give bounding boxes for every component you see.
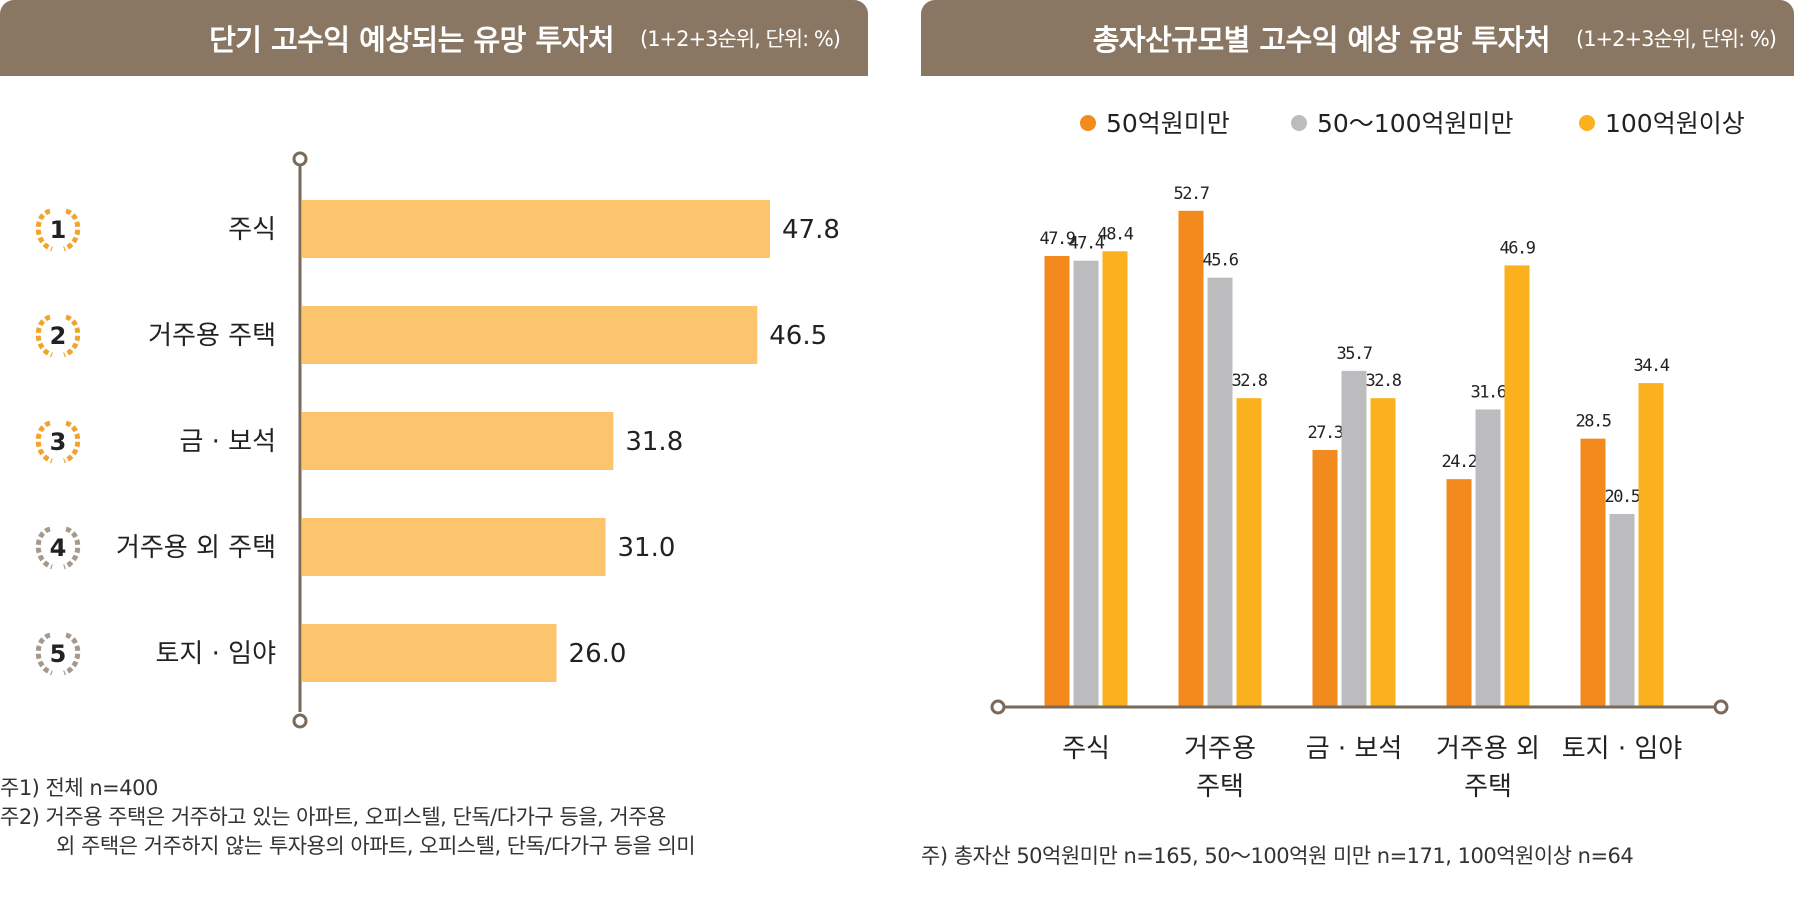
- bar-value-label: 32.8: [1366, 371, 1402, 391]
- bar-value-label: 34.4: [1634, 356, 1670, 376]
- bar-value-label: 45.6: [1203, 251, 1239, 271]
- bar: [1446, 479, 1472, 707]
- laurel-left-branch: [35, 420, 54, 464]
- bar: [1475, 409, 1501, 707]
- laurel-right-branch: [62, 526, 81, 570]
- note-definition-line2: 외 주택은 거주하지 않는 투자용의 아파트, 오피스텔, 단독/다가구 등을 …: [56, 834, 696, 858]
- x-tick-label: 거주용: [1184, 734, 1256, 764]
- note-sample-size: 주1) 전체 n=400: [0, 776, 158, 800]
- bar: [302, 624, 557, 682]
- bar-value-label: 24.2: [1442, 452, 1477, 472]
- laurel-left-branch: [35, 208, 54, 252]
- laurel-left-branch: [35, 526, 54, 570]
- bar: [1312, 449, 1338, 707]
- bar-value-label: 47.4: [1069, 234, 1105, 254]
- x-tick-label: 거주용 외: [1436, 734, 1540, 764]
- bar-value-label: 28.5: [1576, 412, 1611, 432]
- left-panel-header: 단기 고수익 예상되는 유망 투자처 (1+2+3순위, 단위: %): [0, 0, 868, 76]
- left-chart-subtitle: (1+2+3순위, 단위: %): [640, 27, 841, 51]
- x-tick-label: 주택: [1464, 772, 1512, 802]
- left-notes: 주1) 전체 n=400 주2) 거주용 주택은 거주하고 있는 아파트, 오피…: [0, 774, 880, 861]
- bar: [1638, 383, 1664, 707]
- legend-label: 100억원이상: [1605, 109, 1745, 138]
- right-panel-header: 총자산규모별 고수익 예상 유망 투자처 (1+2+3순위, 단위: %): [921, 0, 1794, 76]
- legend-marker: [1579, 115, 1595, 131]
- axis-end-right: [1713, 699, 1729, 715]
- axis-end-left: [990, 699, 1006, 715]
- bar: [1609, 513, 1635, 707]
- laurel-left-branch: [35, 632, 54, 676]
- category-label: 토지 · 임야: [156, 639, 277, 669]
- laurel-wreath-icon: 1: [35, 208, 81, 252]
- bar-value-label: 32.8: [1232, 371, 1268, 391]
- legend-marker: [1291, 115, 1307, 131]
- left-chart-title: 단기 고수익 예상되는 유망 투자처: [209, 23, 614, 57]
- laurel-wreath-icon: 2: [35, 314, 81, 358]
- bar-value-label: 27.3: [1308, 423, 1343, 443]
- bar: [1370, 398, 1396, 707]
- laurel-wreath-icon: 3: [35, 420, 81, 464]
- bar: [302, 200, 770, 258]
- axis-end-top: [292, 151, 308, 167]
- legend-marker: [1080, 115, 1096, 131]
- rank-number: 5: [50, 640, 67, 668]
- bar-value-label: 48.4: [1098, 224, 1134, 244]
- rank-number: 3: [50, 428, 67, 456]
- axis-end-bottom: [292, 713, 308, 729]
- laurel-right-branch: [62, 314, 81, 358]
- bar: [1073, 260, 1099, 707]
- bar: [302, 518, 606, 576]
- horizontal-bar-chart: 47.8 주식 1 46.5 거주용 주택 2 31.8 금 · 보석 3 31.0 거주용 외 주…: [35, 151, 840, 729]
- x-tick-label: 주식: [1062, 734, 1110, 764]
- bar-value-label: 35.7: [1337, 344, 1372, 364]
- bar-value-label: 31.8: [625, 427, 683, 457]
- bar-value-label: 31.6: [1471, 382, 1507, 402]
- bar: [1178, 210, 1204, 707]
- bar: [1102, 251, 1128, 707]
- x-tick-label: 토지 · 임야: [1562, 734, 1683, 764]
- laurel-right-branch: [62, 632, 81, 676]
- category-label: 거주용 외 주택: [116, 533, 276, 563]
- bar: [1207, 277, 1233, 707]
- legend-label: 50억원미만: [1106, 109, 1230, 138]
- bar-value-label: 47.9: [1040, 229, 1076, 249]
- rank-number: 4: [50, 534, 67, 562]
- bar: [1580, 438, 1606, 707]
- right-note: 주) 총자산 50억원미만 n=165, 50～100억원 미만 n=171, …: [921, 844, 1634, 868]
- x-tick-label: 주택: [1196, 772, 1244, 802]
- bar: [302, 412, 614, 470]
- laurel-right-branch: [62, 208, 81, 252]
- bar-value-label: 26.0: [569, 639, 627, 669]
- laurel-left-branch: [35, 314, 54, 358]
- bar: [1341, 370, 1367, 707]
- bar-value-label: 46.9: [1500, 238, 1536, 258]
- right-chart-title: 총자산규모별 고수익 예상 유망 투자처: [1092, 23, 1551, 57]
- bar-value-label: 46.5: [769, 321, 827, 351]
- right-chart-subtitle: (1+2+3순위, 단위: %): [1576, 27, 1777, 51]
- note-definition-line1: 주2) 거주용 주택은 거주하고 있는 아파트, 오피스텔, 단독/다가구 등을…: [0, 805, 666, 829]
- x-tick-label: 금 · 보석: [1306, 734, 1403, 764]
- bar-value-label: 20.5: [1605, 487, 1640, 507]
- rank-number: 1: [50, 216, 67, 244]
- bar-value-label: 47.8: [782, 215, 840, 245]
- grouped-bar-chart: 50억원미만 50～100억원미만 100억원이상 47.9 52.7 27.3 24.2 2…: [990, 109, 1745, 802]
- bar-value-label: 31.0: [618, 533, 676, 563]
- laurel-wreath-icon: 4: [35, 526, 81, 570]
- bar: [1236, 398, 1262, 707]
- laurel-right-branch: [62, 420, 81, 464]
- bar: [1504, 265, 1530, 707]
- legend-label: 50～100억원미만: [1317, 109, 1514, 138]
- bar: [302, 306, 758, 364]
- bar: [1044, 256, 1070, 707]
- category-label: 주식: [228, 215, 276, 245]
- laurel-wreath-icon: 5: [35, 632, 81, 676]
- category-label: 거주용 주택: [148, 321, 276, 351]
- bar-value-label: 52.7: [1174, 184, 1209, 204]
- category-label: 금 · 보석: [179, 427, 276, 457]
- rank-number: 2: [50, 322, 67, 350]
